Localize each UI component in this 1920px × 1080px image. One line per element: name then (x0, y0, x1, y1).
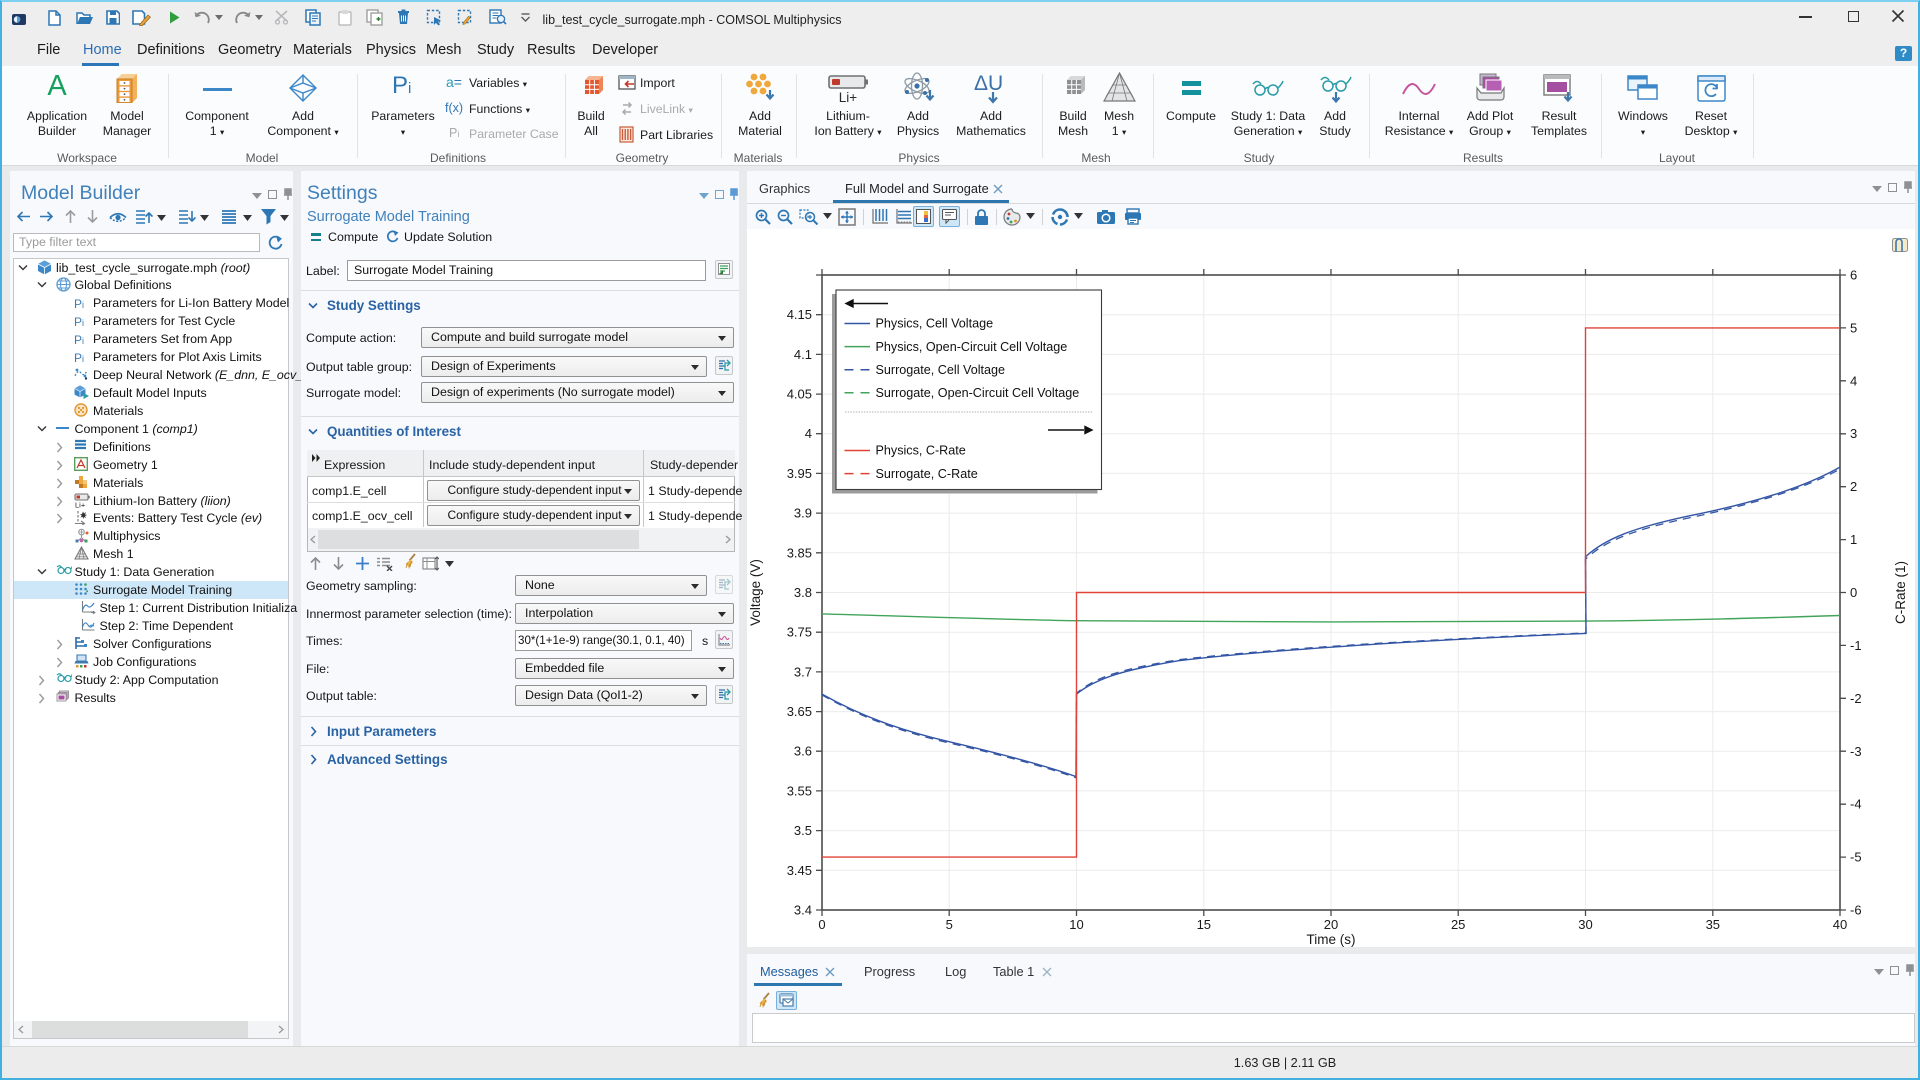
svg-text:Surrogate, Open-Circuit Cell V: Surrogate, Open-Circuit Cell Voltage (876, 386, 1080, 400)
svg-text:-1: -1 (1850, 638, 1862, 653)
svg-text:5: 5 (1850, 320, 1857, 335)
svg-text:3.85: 3.85 (787, 545, 812, 560)
svg-text:3.9: 3.9 (794, 506, 812, 521)
svg-text:25: 25 (1451, 917, 1465, 932)
svg-text:3.55: 3.55 (787, 783, 812, 798)
svg-text:3.6: 3.6 (794, 744, 812, 759)
svg-text:3.75: 3.75 (787, 625, 812, 640)
svg-text:Physics, Open-Circuit Cell Vol: Physics, Open-Circuit Cell Voltage (876, 340, 1068, 354)
svg-text:4.1: 4.1 (794, 347, 812, 362)
svg-text:0: 0 (818, 917, 825, 932)
svg-text:Surrogate, Cell Voltage: Surrogate, Cell Voltage (876, 363, 1006, 377)
svg-text:-6: -6 (1850, 903, 1862, 918)
svg-text:0: 0 (1850, 585, 1857, 600)
svg-text:Voltage (V): Voltage (V) (748, 559, 763, 626)
svg-text:35: 35 (1706, 917, 1720, 932)
svg-text:Li+: Li+ (75, 500, 86, 508)
svg-text:5: 5 (946, 917, 953, 932)
svg-text:Surrogate, C-Rate: Surrogate, C-Rate (876, 467, 978, 481)
svg-text:1: 1 (1850, 532, 1857, 547)
svg-text:6: 6 (1850, 268, 1857, 283)
svg-text:10: 10 (1069, 917, 1083, 932)
svg-text:C-Rate (1): C-Rate (1) (1893, 561, 1908, 624)
svg-text:-4: -4 (1850, 797, 1862, 812)
svg-text:4: 4 (805, 426, 812, 441)
svg-text:15: 15 (1197, 917, 1211, 932)
svg-text:4.15: 4.15 (787, 307, 812, 322)
svg-text:3.5: 3.5 (794, 823, 812, 838)
svg-text:Time (s): Time (s) (1307, 932, 1356, 947)
svg-text:-5: -5 (1850, 850, 1862, 865)
svg-text:3.7: 3.7 (794, 664, 812, 679)
svg-text:-2: -2 (1850, 691, 1862, 706)
svg-text:30: 30 (1578, 917, 1592, 932)
svg-text:4.05: 4.05 (787, 387, 812, 402)
svg-text:Physics, C-Rate: Physics, C-Rate (876, 444, 966, 458)
svg-text:3.4: 3.4 (794, 903, 812, 918)
svg-text:4: 4 (1850, 373, 1857, 388)
svg-text:3.95: 3.95 (787, 466, 812, 481)
svg-text:20: 20 (1324, 917, 1338, 932)
svg-text:40: 40 (1833, 917, 1847, 932)
svg-text:3.45: 3.45 (787, 863, 812, 878)
svg-text:-3: -3 (1850, 744, 1862, 759)
svg-text:Physics, Cell Voltage: Physics, Cell Voltage (876, 317, 994, 331)
svg-text:3.65: 3.65 (787, 704, 812, 719)
svg-text:3: 3 (1850, 426, 1857, 441)
svg-text:2: 2 (1850, 479, 1857, 494)
svg-text:3.8: 3.8 (794, 585, 812, 600)
